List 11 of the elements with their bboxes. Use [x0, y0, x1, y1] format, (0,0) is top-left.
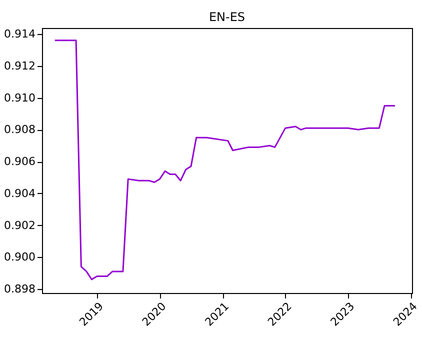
y-tick-label: 0.902: [4, 218, 36, 232]
y-tick-label: 0.912: [4, 59, 36, 72]
y-tick-label: 0.898: [4, 282, 36, 296]
chart-title: EN-ES: [208, 10, 246, 24]
y-tick-label: 0.904: [4, 186, 36, 200]
line-series: [54, 40, 396, 280]
y-tick-label: 0.906: [4, 155, 36, 168]
y-tick-label: 0.908: [4, 123, 36, 136]
y-tick-label: 0.914: [4, 28, 36, 41]
y-tick-label: 0.910: [4, 91, 36, 104]
y-tick-label: 0.900: [4, 250, 36, 264]
